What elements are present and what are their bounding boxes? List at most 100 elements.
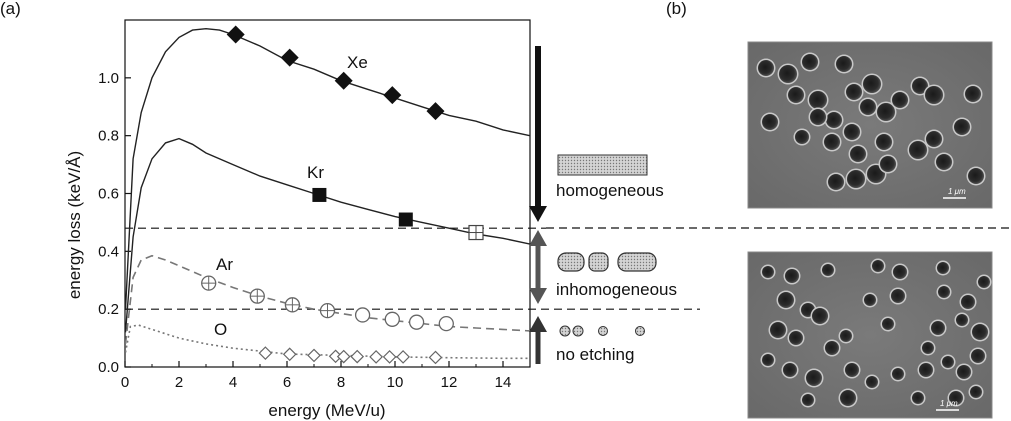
etched-pore [810,306,830,326]
scale-bar-top: 1 μm [948,187,966,196]
etched-pore [804,368,824,388]
etched-pore [966,166,986,186]
etched-pore [878,154,898,174]
data-point [468,224,484,241]
data-point [319,302,336,319]
series-line-xe [125,27,530,310]
y-tick-label: 0.4 [98,243,119,260]
inhomogeneous-track-icon [617,252,657,272]
x-tick-label: 4 [229,374,237,391]
etched-pore [808,107,828,127]
etched-pore [954,312,970,328]
etched-pore [890,90,910,110]
series-markers [201,25,484,365]
data-point [201,275,217,291]
etched-pore [786,85,806,105]
etched-pore [760,264,776,280]
etched-pore [760,352,776,368]
etched-pore [929,319,947,337]
data-point [408,314,425,330]
etched-pore [923,84,945,106]
etched-pore [910,390,926,406]
etched-pore [940,354,956,370]
etched-pore [864,374,880,390]
etched-pore [907,139,929,161]
etched-pore [834,54,854,74]
threshold-lines [125,227,700,310]
etched-pore [968,384,984,400]
etched-pore [870,258,886,274]
etched-pore [955,363,973,381]
etched-pore [776,290,796,310]
etched-pore [875,101,897,123]
etched-pore [920,340,936,356]
data-point [354,307,371,323]
data-point [307,348,321,363]
etched-pore [947,389,965,407]
etched-pore [843,361,861,379]
series-label-xe: Xe [347,53,368,72]
etched-pore [970,322,990,342]
etched-pore [760,112,780,132]
data-point [438,315,454,332]
y-axis-label: energy loss (keV/Å) [65,151,84,299]
x-tick-label: 8 [337,374,345,391]
series-label-o: O [214,320,227,339]
x-tick-label: 0 [121,374,129,391]
etched-pore [781,361,799,379]
sem-image-homogeneous: 1 μm [747,41,993,209]
data-point [280,48,299,67]
etched-pore [963,84,983,104]
panel-label-a: (a) [0,0,21,18]
y-tick-label: 0.6 [98,186,119,203]
data-point [226,25,245,44]
x-tick-label: 12 [441,374,458,391]
legend-homogeneous-label: homogeneous [556,181,664,200]
data-point [383,86,402,105]
etched-pore [959,293,977,311]
etched-pore [823,339,841,357]
series-label-kr: Kr [307,163,324,182]
etched-pore [826,172,846,192]
data-point [284,297,301,313]
etched-pore [858,97,878,117]
etched-pore [917,361,935,379]
x-tick-label: 14 [495,374,512,391]
arrow-homogeneous [529,46,547,222]
etched-pore [842,122,862,142]
inhomogeneous-track-icon [557,252,585,272]
data-point [350,349,365,364]
legend-no-etching: no etching [556,325,645,364]
etched-pore [862,292,878,308]
data-point [398,212,413,227]
legend-no-etching-label: no etching [556,345,634,364]
etched-pore [969,347,987,365]
data-point [382,350,397,364]
data-point [334,71,353,90]
y-tick-label: 0.0 [98,359,119,376]
data-point [258,346,273,360]
etched-pore [936,284,952,300]
etched-pore [976,274,992,290]
axis-ticks: 0 2 4 6 8 10 12 14 0.0 0.2 0.4 0.6 0.8 1.0 [98,70,511,391]
data-point [426,102,445,121]
etched-pore [787,329,805,347]
etched-pore [756,58,776,78]
etched-pore [783,267,801,285]
x-axis-label: energy (MeV/u) [268,401,385,420]
inhomogeneous-track-icon [588,252,609,272]
etched-pore [861,73,883,95]
y-tick-label: 0.2 [98,301,119,318]
etched-pore [845,168,867,190]
etched-pore [777,63,799,85]
etched-pore [793,128,811,146]
etched-pore [838,388,858,408]
etched-pore [890,366,906,382]
etched-pore [822,132,842,152]
etched-pore [880,316,896,332]
etched-pore [838,328,854,344]
series-line-o [125,324,530,360]
homogeneous-track-icon [557,154,648,176]
data-point [312,187,327,202]
